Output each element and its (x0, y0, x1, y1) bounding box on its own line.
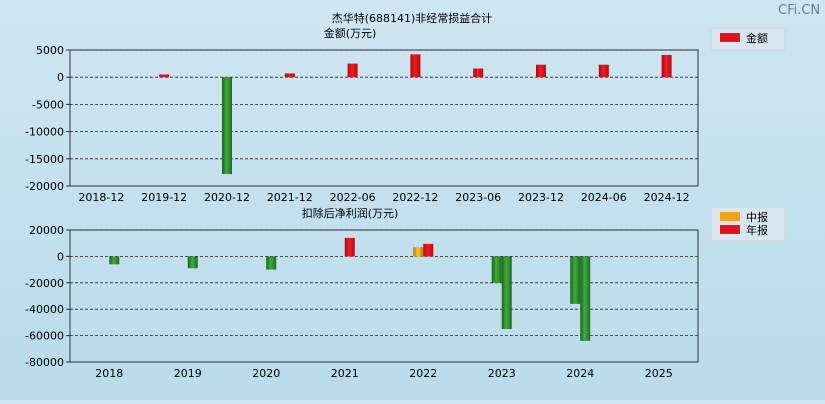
chart2-legend-swatch (720, 212, 740, 221)
chart1: 5000 0 -5000 -10000 -15000 -20000 2018-12 2019-… (25, 44, 699, 204)
chart2-legend-label: 年报 (746, 223, 768, 237)
chart1-title: 杰华特(688141)非经常损益合计 (332, 11, 493, 25)
chart1-legend-swatch (720, 33, 740, 42)
chart1-bar-金额 (598, 64, 609, 78)
chart2-ytick-label: -80000 (25, 356, 64, 369)
chart2-plot-frame (69, 229, 699, 363)
chart1-bar-金额 (222, 77, 232, 175)
chart2: 20000 0 -20000 -40000 -60000 -80000 2018 2019 20… (25, 224, 699, 380)
chart2-ytick-label: -40000 (25, 303, 64, 316)
chart1-bar-金额 (347, 63, 358, 78)
chart1-bar-金额 (661, 54, 672, 78)
chart1-subtitle: 金额(万元) (324, 26, 377, 40)
chart2-legend-swatch (720, 225, 740, 234)
chart2-xtick-label: 2022 (409, 367, 437, 380)
chart1-ytick-label: -5000 (32, 98, 64, 111)
chart1-xtick-label: 2019-12 (141, 191, 187, 204)
chart2-ytick-label: 0 (57, 250, 64, 263)
chart2-bar-年报 (501, 256, 512, 329)
chart1-ytick-label: 0 (57, 71, 64, 84)
chart1-bar-金额 (473, 68, 484, 78)
chart2-bar-年报 (109, 256, 120, 265)
chart1-ytick-label: -15000 (25, 153, 64, 166)
chart2-xtick-label: 2024 (566, 367, 594, 380)
chart2-bar-年报 (580, 256, 591, 341)
chart2-bar-年报 (187, 256, 198, 269)
chart2-ytick-label: -60000 (25, 330, 64, 343)
chart2-bar-年报 (344, 237, 355, 257)
chart1-ytick-label: -20000 (25, 180, 64, 193)
chart1-xtick-label: 2023-06 (455, 191, 501, 204)
chart1-xtick-label: 2020-12 (204, 191, 250, 204)
chart1-legend-label: 金额 (746, 31, 768, 45)
chart2-bar-中报 (413, 247, 424, 257)
watermark: CFi.CN (778, 3, 820, 18)
chart2-xtick-label: 2025 (645, 367, 673, 380)
chart1-bar-金额 (284, 73, 295, 78)
chart1-xtick-label: 2022-06 (330, 191, 376, 204)
chart1-bar-金额 (159, 74, 170, 78)
chart2-bar-中报 (491, 256, 502, 283)
chart1-xtick-label: 2024-12 (644, 191, 690, 204)
chart1-legend: 金额 (710, 27, 786, 51)
chart1-xtick-label: 2022-12 (392, 191, 438, 204)
chart2-ytick-label: 20000 (29, 224, 64, 237)
chart1-xtick-label: 2018-12 (78, 191, 124, 204)
chart2-title: 扣除后净利润(万元) (302, 206, 399, 220)
chart1-bar-金额 (410, 54, 421, 78)
chart2-bar-年报 (423, 243, 434, 257)
chart2-xtick-label: 2020 (252, 367, 280, 380)
chart2-xtick-label: 2018 (95, 367, 123, 380)
chart1-xtick-label: 2024-06 (581, 191, 627, 204)
chart2-xtick-label: 2021 (331, 367, 359, 380)
chart1-ytick-label: 5000 (36, 44, 64, 57)
chart1-xtick-label: 2021-12 (267, 191, 313, 204)
chart1-plot-frame (69, 49, 699, 187)
chart1-bar-金额 (536, 64, 546, 78)
chart2-bar-中报 (570, 256, 581, 304)
chart2-bar-年报 (266, 256, 277, 270)
chart1-xtick-label: 2023-12 (518, 191, 564, 204)
chart2-xtick-label: 2019 (174, 367, 202, 380)
chart2-xtick-label: 2023 (488, 367, 516, 380)
chart2-legend-label: 中报 (746, 210, 768, 224)
chart1-ytick-label: -10000 (25, 126, 64, 139)
chart2-ytick-label: -20000 (25, 277, 64, 290)
